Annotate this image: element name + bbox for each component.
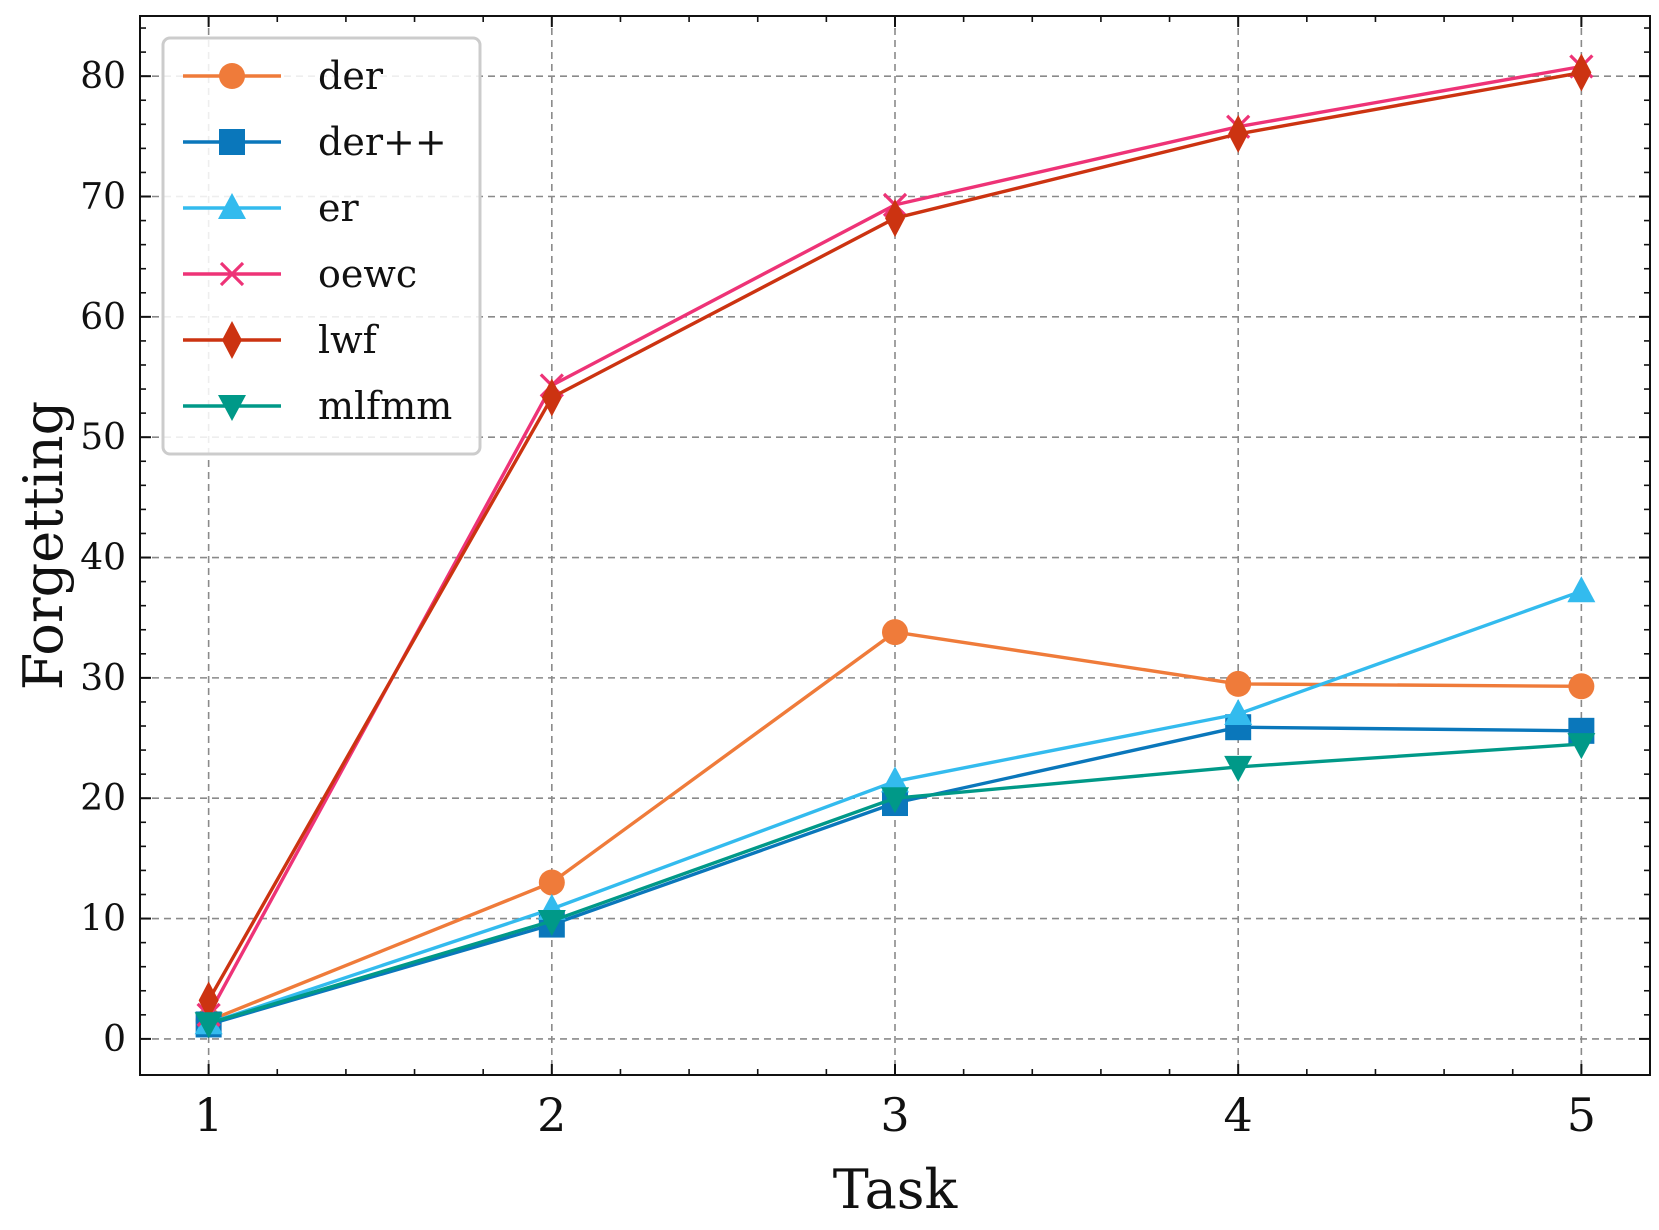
data-point-der <box>882 619 908 646</box>
y-tick-label: 60 <box>80 297 126 338</box>
y-tick-label: 0 <box>103 1019 126 1060</box>
legend-label: der++ <box>318 120 447 164</box>
legend-marker <box>219 63 245 89</box>
legend-marker <box>218 395 246 421</box>
data-point-lwf <box>885 199 905 238</box>
data-point-er <box>1567 576 1596 603</box>
axis-ticks: 0 10 20 30 40 50 60 70 80 1 2 3 4 5 <box>80 16 1651 1142</box>
y-tick-label: 20 <box>80 778 126 819</box>
data-point-mlfmm <box>1567 733 1596 760</box>
y-tick-label: 80 <box>80 56 126 97</box>
legend-entry-er: er <box>183 186 359 230</box>
x-tick-label: 2 <box>537 1088 566 1142</box>
data-point-der <box>1225 670 1252 697</box>
data-point-er <box>1224 698 1253 725</box>
x-axis-title: Task <box>833 1158 959 1221</box>
data-point-lwf <box>541 378 562 417</box>
data-point-der <box>538 869 565 896</box>
legend-marker <box>219 129 245 155</box>
series-layer <box>194 53 1596 1039</box>
legend-marker <box>222 321 242 359</box>
legend-entry-der++: der++ <box>183 120 447 164</box>
y-tick-label: 40 <box>80 538 126 579</box>
data-point-er <box>881 766 909 793</box>
series-lwf <box>198 53 1592 1020</box>
y-tick-label: 50 <box>80 417 126 458</box>
legend-label: mlfmm <box>318 384 452 428</box>
marker-stroke <box>219 261 245 287</box>
legend: der der++ er oewc lwf mlfmm <box>161 36 482 456</box>
legend-label: der <box>318 54 384 98</box>
data-point-lwf <box>1228 114 1249 153</box>
x-tick-label: 1 <box>194 1088 223 1142</box>
y-axis-title: Forgetting <box>12 401 75 690</box>
x-tick-label: 4 <box>1224 1088 1253 1142</box>
series-mlfmm <box>194 733 1596 1039</box>
data-point-lwf <box>1571 53 1592 92</box>
legend-entry-der: der <box>183 54 384 98</box>
legend-marker <box>218 193 246 219</box>
data-point-mlfmm <box>1224 755 1253 782</box>
data-point-mlfmm <box>881 787 909 814</box>
y-tick-label: 10 <box>80 899 126 940</box>
y-tick-label: 30 <box>80 658 126 699</box>
data-point-der <box>1568 673 1595 700</box>
plot-frame <box>139 15 1651 1076</box>
x-tick-label: 5 <box>1567 1088 1596 1142</box>
data-point-mlfmm <box>194 1012 223 1039</box>
legend-entry-mlfmm: mlfmm <box>183 384 452 428</box>
legend-label: er <box>318 186 359 230</box>
legend-label: oewc <box>318 252 417 296</box>
y-tick-label: 70 <box>80 177 126 218</box>
x-tick-label: 3 <box>880 1088 909 1142</box>
data-point-lwf <box>198 981 219 1020</box>
legend-label: lwf <box>318 318 380 362</box>
legend-entry-oewc: oewc <box>183 252 417 296</box>
legend-marker <box>219 261 245 287</box>
data-point-mlfmm <box>537 909 566 936</box>
legend-entry-lwf: lwf <box>183 318 380 362</box>
